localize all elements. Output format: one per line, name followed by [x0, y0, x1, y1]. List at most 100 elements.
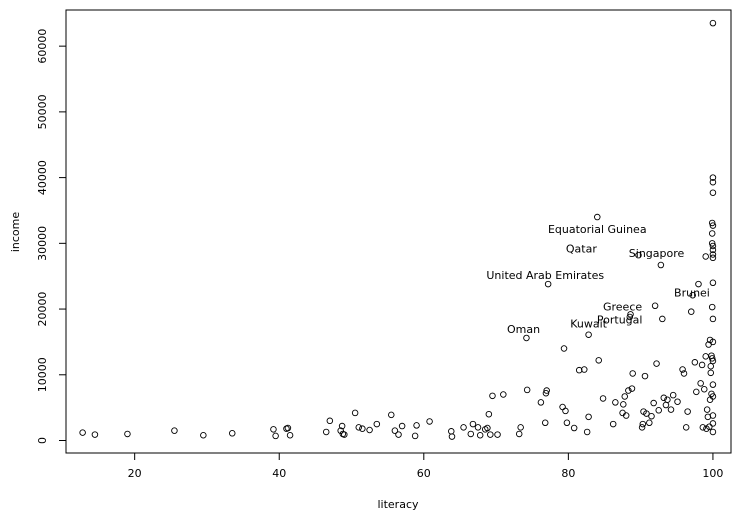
point-annotation: Qatar — [566, 243, 597, 256]
data-point — [413, 422, 420, 429]
data-point — [709, 393, 717, 400]
data-point — [322, 428, 330, 436]
data-point — [448, 433, 456, 440]
data-point — [701, 385, 708, 393]
data-point — [702, 353, 709, 360]
y-tick-label: 20000 — [36, 292, 49, 327]
data-point — [646, 419, 653, 427]
point-annotation: Portugal — [597, 314, 643, 327]
data-point — [171, 427, 178, 434]
data-point — [679, 366, 686, 373]
data-point — [620, 401, 627, 408]
data-point — [659, 315, 666, 323]
data-point — [487, 431, 494, 438]
data-point — [563, 419, 571, 427]
data-point — [581, 366, 588, 373]
data-point — [703, 406, 711, 413]
data-point — [124, 430, 131, 438]
point-annotation: Kuwait — [570, 318, 607, 331]
data-point — [541, 419, 549, 427]
data-point — [560, 345, 568, 352]
data-point — [709, 315, 717, 323]
data-point — [359, 425, 366, 432]
data-point — [542, 389, 550, 397]
data-point — [91, 431, 99, 438]
data-point — [515, 430, 523, 438]
data-point — [709, 19, 717, 27]
data-point — [448, 428, 455, 435]
y-tick-label: 50000 — [36, 94, 49, 129]
data-point — [351, 409, 359, 417]
data-point — [575, 366, 583, 374]
data-point — [709, 174, 717, 181]
data-point — [641, 372, 649, 380]
data-point — [667, 406, 675, 413]
data-point — [79, 429, 86, 436]
data-point — [621, 393, 628, 400]
data-point — [709, 254, 717, 262]
data-point — [583, 428, 591, 436]
point-annotation: Greece — [603, 300, 642, 313]
data-point — [662, 401, 670, 409]
point-annotation: Oman — [507, 323, 540, 336]
data-point — [682, 424, 690, 431]
data-point — [474, 424, 482, 431]
data-point — [639, 420, 647, 428]
data-point — [709, 178, 717, 186]
data-point — [467, 430, 475, 438]
data-point — [609, 420, 617, 428]
data-point — [612, 399, 619, 406]
data-point — [689, 292, 696, 299]
data-point — [284, 424, 292, 432]
data-point — [469, 420, 477, 428]
data-point — [562, 407, 569, 415]
data-point — [708, 355, 716, 362]
data-point — [411, 432, 419, 440]
data-point — [523, 334, 530, 342]
data-point — [709, 189, 717, 196]
data-point — [523, 386, 531, 394]
x-tick-label: 20 — [128, 467, 142, 480]
data-point — [426, 418, 433, 425]
data-point — [594, 213, 601, 221]
data-point — [373, 420, 381, 428]
data-point — [698, 361, 706, 369]
data-point — [476, 432, 484, 439]
y-tick-label: 10000 — [36, 357, 49, 392]
data-point — [517, 424, 524, 431]
data-point — [648, 412, 655, 420]
x-tick-label: 60 — [417, 467, 431, 480]
data-point — [398, 422, 406, 430]
data-point — [709, 338, 717, 346]
data-point — [664, 396, 671, 404]
y-tick-label: 40000 — [36, 160, 49, 195]
y-axis-title: income — [9, 212, 22, 253]
data-point — [635, 251, 642, 259]
data-point — [684, 408, 691, 415]
data-point — [674, 398, 681, 405]
data-point — [706, 423, 713, 430]
data-point — [460, 424, 467, 431]
data-point — [485, 410, 493, 418]
data-point — [709, 251, 717, 258]
point-annotations: Equatorial Guinea Qatar Singapore United Ar… — [486, 223, 710, 336]
data-point — [699, 424, 707, 431]
data-point — [709, 428, 717, 436]
x-axis: 20 40 60 80 100 — [128, 453, 723, 480]
data-point — [391, 427, 399, 434]
data-point — [326, 417, 334, 425]
data-point — [708, 219, 716, 227]
data-point — [709, 381, 717, 388]
data-point — [537, 399, 545, 406]
data-point — [494, 431, 501, 438]
data-point — [628, 385, 636, 392]
data-point — [585, 331, 592, 338]
data-point — [228, 430, 236, 437]
data-point — [655, 407, 662, 414]
data-point — [693, 388, 700, 396]
y-tick-label: 0 — [36, 437, 49, 444]
data-point — [338, 422, 346, 430]
data-point — [272, 432, 279, 440]
data-point — [708, 230, 716, 237]
